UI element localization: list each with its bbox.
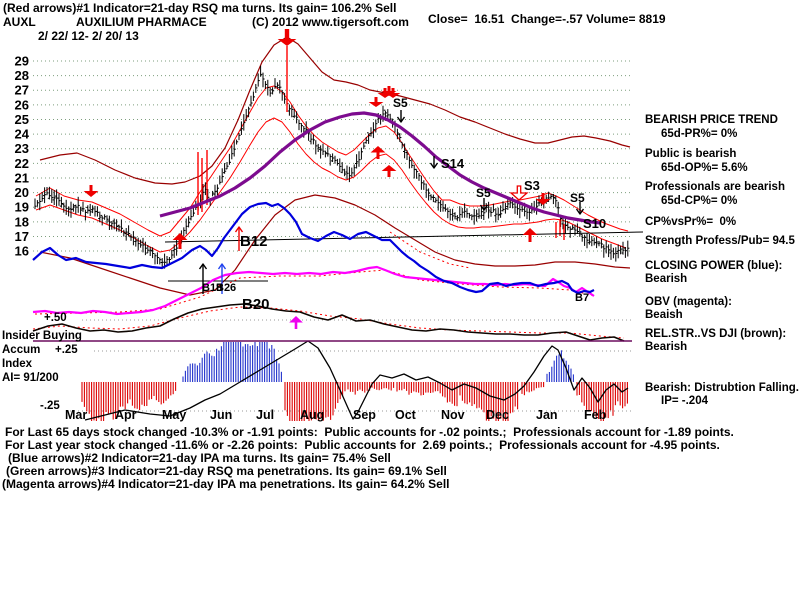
- indicator2-legend: (Blue arrows)#2 Indicator=21-day IPA ma …: [8, 451, 391, 465]
- svg-text:Jun: Jun: [210, 408, 232, 422]
- obv-ma-dashed-line: [34, 269, 596, 315]
- obv-state: Beaish: [645, 309, 683, 321]
- svg-text:Mar: Mar: [65, 408, 87, 422]
- svg-text:17: 17: [15, 229, 29, 244]
- obv-title: OBV (magenta):: [645, 296, 732, 308]
- signal-arrows: [83, 29, 585, 329]
- svg-text:26: 26: [15, 97, 29, 112]
- svg-text:Jan: Jan: [536, 408, 558, 422]
- scale-plus50: +.50: [44, 312, 67, 324]
- op-value: 65d-OP%= 5.6%: [661, 162, 748, 174]
- closing-power-line: [32, 201, 595, 295]
- svg-text:B7: B7: [575, 292, 589, 304]
- month-axis-labels: Mar Apr May Jun Jul Aug Sep Oct Nov Dec Jan Feb: [65, 408, 607, 422]
- svg-text:20: 20: [15, 185, 29, 200]
- svg-text:16: 16: [15, 244, 29, 259]
- scale-plus25: +.25: [55, 344, 78, 356]
- svg-text:19: 19: [15, 200, 29, 215]
- svg-text:S5: S5: [476, 186, 491, 200]
- pr-value: 65d-PR%= 0%: [661, 128, 738, 140]
- svg-text:28: 28: [15, 68, 29, 83]
- insider-label-3: Index: [2, 358, 33, 370]
- footer-year-summary: For Last year stock changed -11.6% or -2…: [5, 438, 720, 452]
- accumulation-index-line: [84, 340, 629, 421]
- svg-text:29: 29: [15, 54, 29, 69]
- rel-str-state: Bearish: [645, 341, 688, 353]
- footer-65day-summary: For Last 65 days stock changed -10.3% or…: [5, 425, 734, 439]
- svg-text:Nov: Nov: [441, 408, 465, 422]
- svg-text:Sep: Sep: [353, 408, 376, 422]
- svg-text:B26: B26: [216, 282, 236, 294]
- indicator1-legend: (Red arrows)#1 Indicator=21-day RSQ ma t…: [3, 1, 397, 15]
- insider-label-2: Accum: [2, 344, 41, 356]
- strength-ratio: Strength Profess/Pub= 94.5: [645, 235, 795, 247]
- ip-value: IP= -.204: [661, 395, 708, 407]
- closing-power-title: CLOSING POWER (blue):: [645, 260, 783, 272]
- svg-text:B18: B18: [202, 282, 222, 294]
- svg-text:24: 24: [15, 127, 30, 142]
- ma65-line: [159, 111, 601, 225]
- svg-text:S5: S5: [570, 191, 585, 205]
- date-range: 2/ 22/ 12- 2/ 20/ 13: [38, 29, 139, 43]
- svg-text:Dec: Dec: [486, 408, 509, 422]
- svg-text:18: 18: [15, 214, 29, 229]
- rel-str-line: [32, 303, 625, 342]
- ticker-symbol: AUXL: [3, 15, 36, 29]
- svg-text:S3: S3: [524, 178, 540, 193]
- insider-ai-value: AI= 91/200: [2, 372, 59, 384]
- svg-text:B12: B12: [240, 233, 268, 250]
- svg-text:S5: S5: [393, 96, 408, 110]
- svg-text:May: May: [162, 408, 186, 422]
- svg-text:Feb: Feb: [584, 408, 607, 422]
- price-gridlines: [33, 60, 632, 412]
- svg-text:Oct: Oct: [395, 408, 417, 422]
- svg-text:S14: S14: [441, 156, 465, 171]
- svg-text:Apr: Apr: [115, 408, 137, 422]
- price-bars: [34, 65, 630, 269]
- professional-state: Professionals are bearish: [645, 181, 785, 193]
- rel-str-title: REL.STR..VS DJI (brown):: [645, 328, 787, 340]
- distribution-note: Bearish: Distrubtion Falling.: [645, 382, 799, 394]
- company-name: AUXILIUM PHARMACE: [76, 15, 207, 29]
- svg-text:Jul: Jul: [256, 408, 274, 422]
- copyright: (C) 2012 www.tigersoft.com: [252, 15, 409, 29]
- svg-text:Aug: Aug: [300, 408, 324, 422]
- svg-text:25: 25: [15, 112, 29, 127]
- rel-str-ma-dashed-line: [32, 306, 625, 339]
- indicator4-legend: (Magenta arrows)#4 Indicator=21-day IPA …: [2, 477, 450, 491]
- closing-power-state: Bearish: [645, 273, 688, 285]
- quote-summary: Close= 16.51 Change=-.57 Volume= 8819: [428, 12, 666, 26]
- svg-text:22: 22: [15, 156, 29, 171]
- cp-vs-pr: CP%vsPr%= 0%: [645, 216, 737, 228]
- public-state: Public is bearish: [645, 148, 737, 160]
- red-marked-bars: [197, 46, 565, 240]
- svg-text:23: 23: [15, 141, 29, 156]
- scale-minus25: -.25: [40, 400, 60, 412]
- price-trend-title: BEARISH PRICE TREND: [645, 114, 778, 126]
- insider-label-1: Insider Buying: [2, 330, 82, 342]
- insider-histogram: [81, 342, 628, 421]
- svg-text:S10: S10: [583, 216, 606, 231]
- svg-text:27: 27: [15, 83, 29, 98]
- cp-value: 65d-CP%= 0%: [661, 195, 738, 207]
- trendlines: [164, 231, 644, 282]
- svg-text:21: 21: [15, 170, 29, 185]
- indicator3-legend: (Green arrows)#3 Indicator=21-day RSQ ma…: [6, 464, 447, 478]
- svg-text:B20: B20: [242, 296, 270, 313]
